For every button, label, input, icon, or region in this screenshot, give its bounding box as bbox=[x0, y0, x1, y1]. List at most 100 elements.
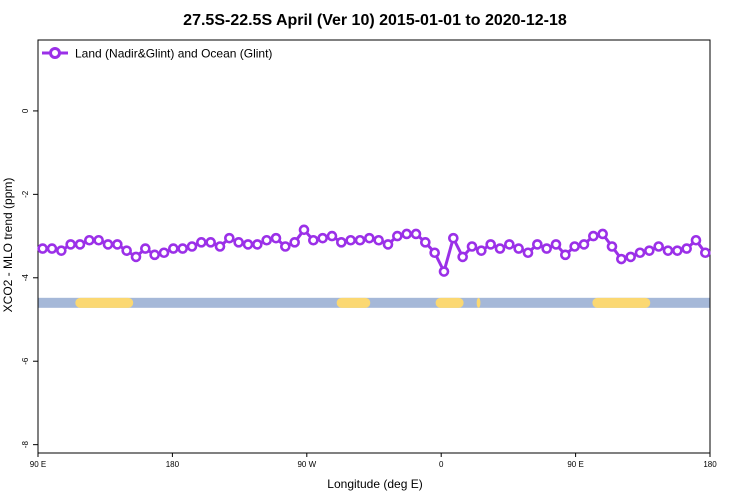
data-point bbox=[74, 239, 86, 250]
data-point bbox=[121, 245, 132, 256]
data-point bbox=[466, 241, 478, 252]
x-axis-label: Longitude (deg E) bbox=[327, 477, 422, 491]
data-point bbox=[65, 239, 76, 250]
data-point bbox=[644, 245, 655, 256]
legend-label: Land (Nadir&Glint) and Ocean (Glint) bbox=[75, 47, 272, 61]
data-point bbox=[252, 239, 263, 250]
ocean-band bbox=[38, 297, 710, 308]
data-point bbox=[448, 232, 459, 244]
data-point bbox=[140, 243, 151, 254]
data-point bbox=[494, 243, 506, 254]
land-segment bbox=[476, 297, 481, 308]
data-point bbox=[280, 241, 291, 252]
data-point bbox=[438, 266, 450, 277]
data-point bbox=[112, 239, 123, 250]
x-tick-label: 180 bbox=[166, 460, 180, 469]
data-point bbox=[606, 241, 618, 252]
data-point bbox=[261, 234, 272, 246]
land-segment bbox=[336, 297, 371, 308]
data-point bbox=[532, 239, 543, 250]
data-point bbox=[93, 234, 104, 246]
data-point bbox=[625, 251, 636, 263]
y-tick-label: -6 bbox=[21, 357, 30, 365]
data-point bbox=[233, 237, 244, 248]
land-ocean-band bbox=[38, 297, 710, 308]
data-point bbox=[289, 237, 300, 248]
x-tick-label: 180 bbox=[703, 460, 717, 469]
data-point bbox=[541, 243, 552, 254]
data-point bbox=[224, 232, 235, 244]
data-point bbox=[364, 232, 375, 244]
data-point bbox=[242, 239, 254, 250]
data-point bbox=[550, 239, 562, 250]
x-tick-label: 90 W bbox=[297, 460, 316, 469]
data-point bbox=[700, 247, 711, 259]
data-point bbox=[681, 243, 692, 254]
data-point bbox=[168, 243, 179, 254]
legend: Land (Nadir&Glint) and Ocean (Glint) bbox=[42, 47, 272, 61]
data-point bbox=[662, 245, 674, 256]
y-axis: 0 -2 -4 -6 -8 bbox=[21, 108, 38, 448]
data-point bbox=[149, 249, 160, 261]
data-point bbox=[326, 230, 338, 242]
data-point bbox=[690, 234, 702, 246]
data-point bbox=[522, 247, 534, 259]
data-point bbox=[308, 234, 319, 246]
y-tick-label: 0 bbox=[21, 108, 30, 113]
land-segment bbox=[592, 297, 651, 308]
data-point bbox=[569, 241, 580, 252]
data-point bbox=[560, 249, 571, 261]
data-point bbox=[336, 237, 347, 248]
chart-title: 27.5S-22.5S April (Ver 10) 2015-01-01 to… bbox=[183, 12, 567, 29]
data-point bbox=[270, 232, 282, 244]
x-tick-label: 90 E bbox=[30, 460, 46, 469]
data-point bbox=[84, 234, 95, 246]
y-tick-label: -8 bbox=[21, 441, 30, 449]
x-axis: 90 E 180 90 W 0 90 E 180 bbox=[30, 453, 717, 469]
data-point bbox=[345, 234, 356, 246]
data-point bbox=[392, 230, 403, 242]
data-point bbox=[186, 241, 198, 252]
data-point bbox=[56, 245, 67, 256]
data-point bbox=[317, 232, 328, 244]
y-tick-label: -4 bbox=[21, 274, 30, 282]
data-point bbox=[401, 228, 412, 240]
data-point bbox=[457, 251, 468, 263]
data-point bbox=[102, 239, 114, 250]
data-point bbox=[177, 243, 188, 254]
data-point bbox=[429, 247, 440, 259]
land-segment bbox=[75, 297, 134, 308]
y-tick-label: -2 bbox=[21, 190, 30, 198]
data-point bbox=[420, 237, 431, 248]
data-point bbox=[354, 234, 366, 246]
data-point bbox=[588, 230, 599, 242]
data-point bbox=[672, 245, 683, 256]
data-point bbox=[634, 247, 646, 259]
data-point bbox=[578, 239, 590, 250]
data-point bbox=[485, 239, 496, 250]
data-point bbox=[410, 228, 422, 240]
data-point bbox=[46, 243, 58, 254]
legend-marker bbox=[49, 47, 61, 59]
data-point bbox=[214, 241, 226, 252]
data-point bbox=[597, 228, 608, 240]
data-series bbox=[37, 224, 711, 277]
data-point bbox=[476, 245, 487, 256]
data-point bbox=[130, 251, 142, 263]
data-point bbox=[37, 243, 48, 254]
data-point bbox=[382, 239, 394, 250]
data-point bbox=[373, 234, 384, 246]
data-point bbox=[513, 243, 524, 254]
y-axis-label: XCO2 - MLO trend (ppm) bbox=[1, 178, 15, 313]
data-point bbox=[205, 237, 216, 248]
x-tick-label: 0 bbox=[439, 460, 444, 469]
data-point bbox=[196, 237, 207, 248]
data-point bbox=[504, 239, 515, 250]
data-point bbox=[158, 247, 170, 259]
data-point bbox=[298, 224, 310, 236]
x-tick-label: 90 E bbox=[567, 460, 583, 469]
land-segment bbox=[435, 297, 464, 308]
data-point bbox=[616, 253, 627, 265]
data-point bbox=[653, 241, 664, 252]
